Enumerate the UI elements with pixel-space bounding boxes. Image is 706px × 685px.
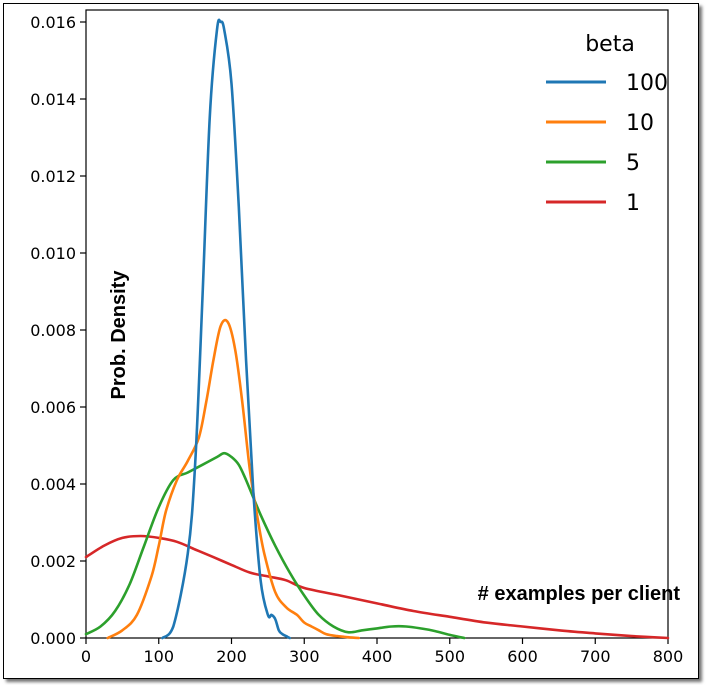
x-tick-label: 200 <box>216 647 247 666</box>
series-line-5 <box>84 451 466 640</box>
y-tick-label: 0.002 <box>30 552 76 571</box>
y-tick-label: 0.006 <box>30 398 76 417</box>
legend-label-100: 100 <box>626 71 668 96</box>
series-line-1 <box>84 534 670 640</box>
figure-frame <box>3 3 699 679</box>
y-tick-label: 0.008 <box>30 321 76 340</box>
x-axis-label: # examples per client <box>478 583 681 605</box>
x-axis: 0 100 200 300 400 500 600 700 800 <box>81 638 683 666</box>
legend: beta 100 10 5 1 <box>546 32 668 216</box>
y-tick-label: 0.016 <box>30 13 76 32</box>
legend-label-10: 10 <box>626 111 654 136</box>
legend-label-5: 5 <box>626 151 640 176</box>
x-tick-label: 0 <box>81 647 91 666</box>
y-tick-label: 0.004 <box>30 475 76 494</box>
y-tick-label: 0.014 <box>30 90 76 109</box>
y-tick-label: 0.000 <box>30 629 76 648</box>
x-tick-label: 700 <box>580 647 611 666</box>
y-tick-label: 0.012 <box>30 167 76 186</box>
x-tick-label: 400 <box>362 647 393 666</box>
y-axis: 0.000 0.002 0.004 0.006 0.008 0.010 0.012 0.014… <box>30 13 86 648</box>
x-tick-label: 800 <box>653 647 684 666</box>
y-axis-label: Prob. Density <box>108 270 130 400</box>
legend-title: beta <box>585 32 635 57</box>
x-tick-label: 100 <box>143 647 174 666</box>
y-tick-label: 0.010 <box>30 244 76 263</box>
plot-area <box>85 9 669 639</box>
legend-label-1: 1 <box>626 191 640 216</box>
series-line-10 <box>106 318 361 640</box>
x-tick-label: 500 <box>434 647 465 666</box>
x-tick-label: 600 <box>507 647 538 666</box>
series-lines <box>84 18 670 640</box>
series-line-100 <box>161 18 291 640</box>
x-tick-label: 300 <box>289 647 320 666</box>
